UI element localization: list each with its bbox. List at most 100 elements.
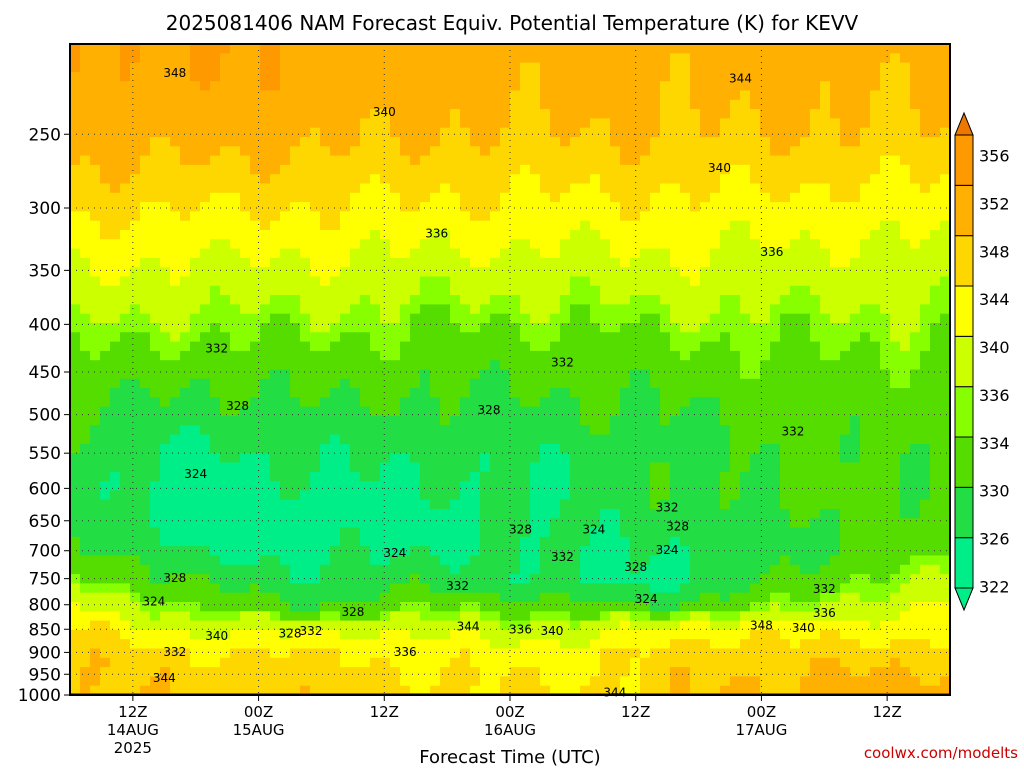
field-cell — [680, 137, 691, 147]
field-cell — [800, 416, 811, 426]
field-cell — [530, 202, 541, 212]
field-cell — [100, 453, 111, 464]
field-cell — [420, 555, 431, 566]
field-cell — [90, 53, 101, 64]
field-cell — [760, 295, 771, 305]
field-cell — [80, 369, 91, 380]
field-cell — [390, 397, 401, 408]
field-cell — [360, 211, 371, 222]
field-cell — [560, 183, 571, 194]
field-cell — [450, 267, 461, 278]
field-cell — [290, 304, 301, 315]
field-cell — [190, 81, 201, 92]
field-cell — [210, 397, 221, 408]
field-cell — [610, 99, 621, 110]
field-cell — [320, 257, 331, 268]
field-cell — [260, 81, 271, 92]
field-cell — [370, 378, 381, 389]
field-cell — [650, 183, 661, 194]
field-cell — [260, 499, 271, 510]
field-cell — [220, 406, 231, 417]
field-cell — [550, 378, 561, 389]
field-cell — [660, 81, 671, 92]
field-cell — [290, 434, 301, 445]
field-cell — [520, 295, 531, 305]
field-cell — [260, 555, 271, 566]
field-cell — [180, 564, 191, 575]
field-cell — [640, 555, 651, 566]
field-cell — [290, 388, 301, 398]
field-cell — [440, 239, 451, 250]
field-cell — [310, 499, 321, 510]
field-cell — [500, 518, 511, 529]
field-cell — [900, 174, 911, 185]
field-cell — [110, 397, 121, 408]
field-cell — [180, 146, 191, 157]
field-cell — [420, 174, 431, 185]
field-cell — [530, 536, 541, 547]
field-cell — [110, 378, 121, 389]
field-cell — [210, 378, 221, 389]
field-cell — [690, 509, 701, 519]
field-cell — [500, 555, 511, 566]
field-cell — [610, 546, 621, 557]
field-cell — [140, 164, 151, 175]
field-cell — [420, 248, 431, 259]
field-cell — [360, 239, 371, 250]
field-cell — [220, 90, 231, 101]
field-cell — [330, 62, 341, 73]
field-cell — [640, 90, 651, 101]
field-cell — [270, 220, 281, 231]
field-cell — [380, 332, 391, 343]
field-cell — [780, 146, 791, 157]
field-cell — [130, 406, 141, 417]
field-cell — [380, 137, 391, 147]
field-cell — [450, 555, 461, 566]
field-cell — [930, 462, 941, 473]
field-cell — [70, 248, 81, 259]
field-cell — [740, 323, 751, 333]
field-cell — [520, 285, 531, 296]
field-cell — [90, 323, 101, 333]
field-cell — [340, 313, 351, 324]
field-cell — [520, 471, 531, 482]
field-cell — [500, 434, 511, 445]
field-cell — [320, 434, 331, 445]
field-cell — [550, 99, 561, 110]
field-cell — [860, 109, 871, 119]
field-cell — [380, 406, 391, 417]
field-cell — [490, 127, 501, 138]
field-cell — [740, 118, 751, 129]
field-cell — [310, 341, 321, 352]
field-cell — [440, 555, 451, 566]
field-cell — [560, 388, 571, 398]
field-cell — [360, 53, 371, 64]
field-cell — [120, 462, 131, 473]
field-cell — [580, 546, 591, 557]
field-cell — [400, 490, 411, 501]
field-cell — [800, 44, 811, 54]
field-cell — [190, 527, 201, 538]
field-cell — [920, 499, 931, 510]
field-cell — [390, 62, 401, 73]
field-cell — [770, 248, 781, 259]
field-cell — [790, 416, 801, 426]
field-cell — [700, 360, 711, 371]
field-cell — [530, 546, 541, 557]
field-cell — [810, 230, 821, 240]
field-cell — [810, 192, 821, 203]
field-cell — [860, 137, 871, 147]
field-cell — [140, 499, 151, 510]
field-cell — [750, 425, 761, 436]
field-cell — [690, 481, 701, 491]
field-cell — [370, 230, 381, 240]
field-cell — [450, 295, 461, 305]
field-cell — [510, 462, 521, 473]
field-cell — [100, 71, 111, 82]
field-cell — [580, 285, 591, 296]
field-cell — [730, 416, 741, 426]
field-cell — [450, 62, 461, 73]
field-cell — [190, 369, 201, 380]
field-cell — [600, 313, 611, 324]
field-cell — [300, 490, 311, 501]
